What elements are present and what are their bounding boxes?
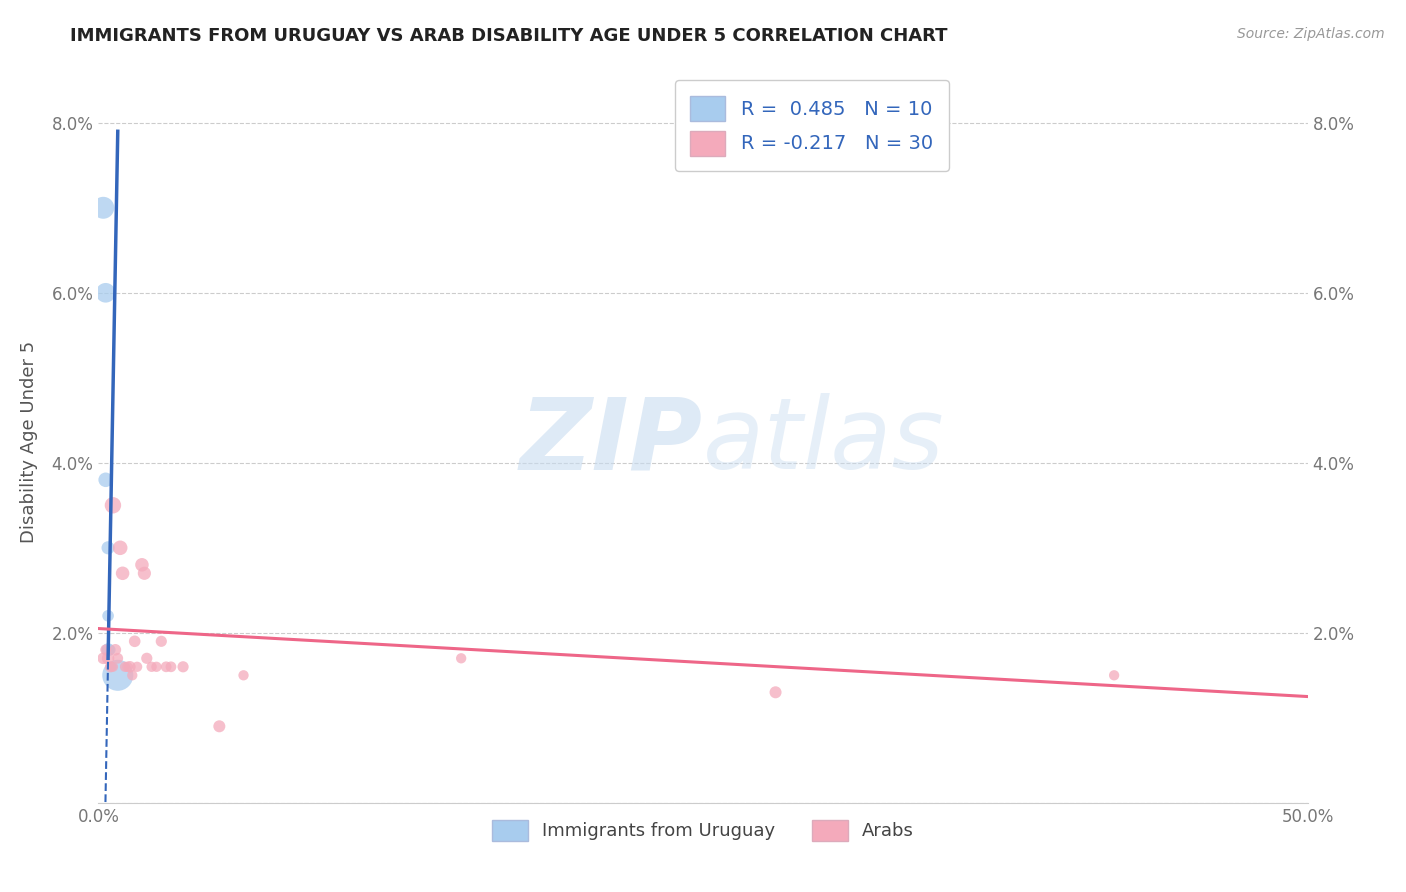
Point: [100, 660, 122, 674]
Point: [135, 651, 157, 665]
Text: IMMIGRANTS FROM URUGUAY VS ARAB DISABILITY AGE UNDER 5 CORRELATION CHART: IMMIGRANTS FROM URUGUAY VS ARAB DISABILI…: [70, 27, 948, 45]
Point: [108, 541, 131, 555]
Point: [104, 642, 127, 657]
Point: [101, 660, 124, 674]
Point: [145, 660, 167, 674]
Point: [107, 651, 129, 665]
Point: [101, 498, 124, 512]
Point: [97, 651, 120, 665]
Point: [97, 642, 120, 657]
Point: [111, 566, 134, 581]
Point: [172, 660, 194, 674]
Point: [1102, 668, 1125, 682]
Point: [155, 660, 177, 674]
Point: [94, 473, 117, 487]
Point: [94, 642, 117, 657]
Point: [450, 651, 472, 665]
Point: [118, 660, 141, 674]
Point: [117, 660, 139, 674]
Point: [150, 634, 173, 648]
Point: [114, 660, 136, 674]
Point: [101, 660, 124, 674]
Y-axis label: Disability Age Under 5: Disability Age Under 5: [20, 341, 38, 542]
Point: [107, 668, 129, 682]
Point: [208, 719, 231, 733]
Point: [160, 660, 183, 674]
Point: [91, 201, 114, 215]
Point: [94, 285, 117, 300]
Point: [121, 668, 143, 682]
Point: [131, 558, 153, 572]
Text: Source: ZipAtlas.com: Source: ZipAtlas.com: [1237, 27, 1385, 41]
Text: atlas: atlas: [703, 393, 945, 490]
Point: [127, 660, 149, 674]
Text: ZIP: ZIP: [520, 393, 703, 490]
Point: [97, 541, 120, 555]
Point: [765, 685, 787, 699]
Legend: Immigrants from Uruguay, Arabs: Immigrants from Uruguay, Arabs: [485, 813, 921, 848]
Point: [141, 660, 163, 674]
Point: [232, 668, 254, 682]
Point: [100, 642, 122, 657]
Point: [97, 608, 120, 623]
Point: [124, 634, 146, 648]
Point: [100, 660, 122, 674]
Point: [134, 566, 156, 581]
Point: [91, 651, 114, 665]
